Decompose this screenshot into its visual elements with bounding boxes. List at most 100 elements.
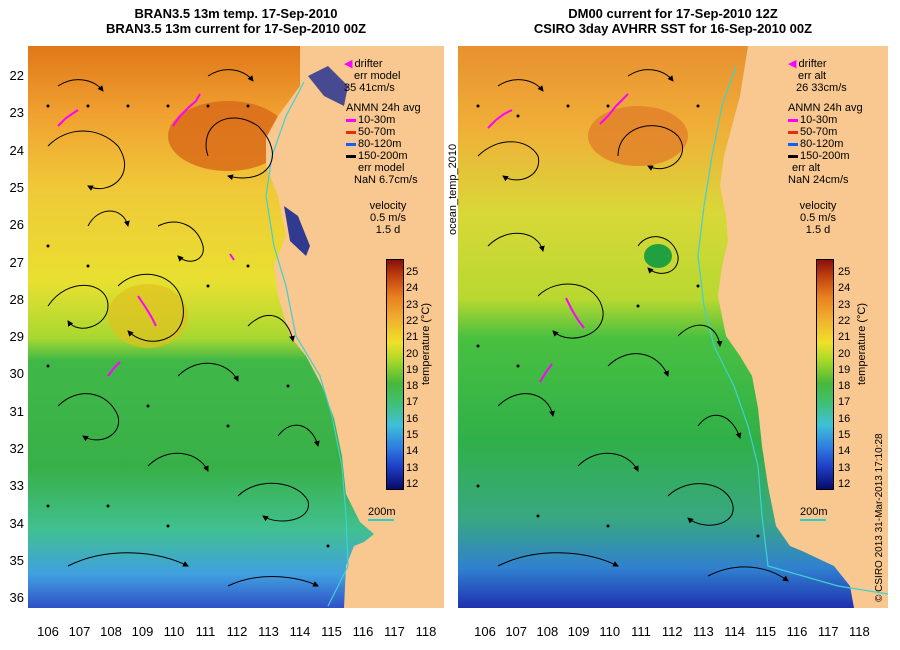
colorbar-tick: 22 bbox=[838, 314, 851, 327]
longitude-tick: 118 bbox=[415, 624, 437, 639]
colorbar-tick: 25 bbox=[838, 266, 851, 278]
left-map-canvas bbox=[28, 46, 444, 608]
scale-line bbox=[800, 519, 826, 521]
colorbar-tick: 17 bbox=[838, 396, 851, 409]
longitude-tick: 110 bbox=[599, 624, 621, 639]
warm-eddy bbox=[588, 106, 688, 166]
scale-label: 200m bbox=[800, 506, 828, 518]
err-label: err model bbox=[354, 70, 401, 82]
longitude-tick: 106 bbox=[474, 624, 496, 639]
colorbar-tick: 14 bbox=[838, 445, 851, 458]
colorbar-tick: 16 bbox=[406, 412, 419, 425]
gulf-water bbox=[308, 66, 348, 106]
colorbar-tick: 19 bbox=[406, 363, 419, 376]
velocity-arrow-grid bbox=[476, 104, 760, 538]
longitude-tick: 111 bbox=[631, 624, 651, 639]
latitude-tick: 31 bbox=[9, 403, 24, 419]
isobath-line bbox=[697, 65, 888, 595]
left-velocity-legend: velocity 0.5 m/s 1.5 d bbox=[358, 200, 418, 236]
longitude-tick: 107 bbox=[505, 624, 528, 639]
left-title-line1: BRAN3.5 13m temp. 17-Sep-2010 bbox=[134, 6, 338, 21]
anmn-err-label: err model bbox=[358, 162, 405, 174]
latitude-tick: 35 bbox=[9, 552, 24, 568]
colorbar-tick: 12 bbox=[838, 477, 851, 490]
anmn-swatch-0 bbox=[346, 118, 356, 122]
scale-label: 200m bbox=[368, 506, 396, 518]
anmn-swatch-2 bbox=[346, 142, 356, 146]
velocity-label: velocity bbox=[799, 200, 837, 212]
right-colorbar bbox=[816, 259, 834, 490]
latitude-tick: 30 bbox=[9, 366, 24, 382]
drifter-tracks bbox=[487, 93, 629, 383]
latitude-tick: 36 bbox=[9, 590, 24, 606]
colorbar-tick: 17 bbox=[406, 396, 419, 409]
left-anmn-legend: ANMN 24h avg 10-30m 50-70m 80-120m 150-2… bbox=[346, 102, 421, 186]
colorbar-tick: 19 bbox=[838, 363, 851, 376]
longitude-tick: 114 bbox=[289, 624, 311, 639]
velocity-arrow-grid bbox=[46, 104, 330, 548]
colorbar-tick: 20 bbox=[838, 347, 851, 360]
latitude-tick: 32 bbox=[9, 441, 24, 456]
anmn-swatch-1 bbox=[788, 130, 798, 134]
latitude-tick: 33 bbox=[9, 478, 24, 494]
longitude-tick: 118 bbox=[849, 624, 870, 639]
anmn-title: ANMN 24h avg bbox=[346, 102, 421, 114]
colorbar-tick: 24 bbox=[406, 282, 419, 295]
eddy-core bbox=[108, 284, 188, 348]
left-title-line2: BRAN3.5 13m current for 17-Sep-2010 00Z bbox=[105, 21, 367, 36]
anmn-title: ANMN 24h avg bbox=[788, 102, 863, 114]
drifter-label: drifter bbox=[798, 58, 827, 70]
velocity-days: 1.5 d bbox=[805, 224, 831, 236]
anmn-err-value: NaN 6.7cm/s bbox=[354, 174, 418, 186]
colorbar-tick: 25 bbox=[406, 266, 419, 278]
anmn-item: 80-120m bbox=[800, 138, 844, 150]
left-colorbar-label: temperature (°C) bbox=[420, 302, 432, 385]
right-panel-title: DM00 current for 17-Sep-2010 12Z CSIRO 3… bbox=[458, 6, 888, 36]
velocity-days: 1.5 d bbox=[375, 224, 401, 236]
longitude-tick: 109 bbox=[131, 624, 154, 639]
left-colorbar bbox=[386, 259, 404, 490]
colorbar-tick: 12 bbox=[406, 477, 419, 490]
anmn-item: 80-120m bbox=[358, 138, 402, 150]
colorbar-tick: 22 bbox=[406, 314, 419, 327]
bay-water bbox=[284, 206, 310, 256]
cold-eddy-core bbox=[644, 244, 672, 268]
longitude-tick: 116 bbox=[352, 624, 374, 639]
anmn-item: 10-30m bbox=[358, 114, 396, 126]
drifter-marker-icon: ◀ bbox=[788, 58, 797, 70]
latitude-tick: 23 bbox=[9, 105, 24, 121]
anmn-swatch-3 bbox=[346, 154, 356, 158]
longitude-tick: 106 bbox=[37, 624, 59, 639]
latitude-tick: 28 bbox=[9, 291, 24, 307]
anmn-item: 150-200m bbox=[800, 150, 850, 162]
longitude-tick: 110 bbox=[163, 624, 185, 639]
velocity-label: velocity bbox=[369, 200, 407, 212]
anmn-item: 10-30m bbox=[800, 114, 838, 126]
longitude-tick: 113 bbox=[258, 624, 279, 639]
colorbar-tick: 18 bbox=[406, 380, 419, 393]
longitude-tick: 109 bbox=[567, 624, 590, 639]
latitude-tick: 26 bbox=[9, 217, 24, 233]
anmn-swatch-1 bbox=[346, 130, 356, 134]
longitude-tick: 108 bbox=[100, 624, 122, 639]
latitude-tick: 29 bbox=[9, 329, 24, 345]
colorbar-tick: 24 bbox=[838, 282, 851, 295]
longitude-tick: 113 bbox=[693, 624, 714, 639]
colorbar-tick: 13 bbox=[838, 461, 851, 474]
anmn-swatch-2 bbox=[788, 142, 798, 146]
right-title-line1: DM00 current for 17-Sep-2010 12Z bbox=[568, 6, 778, 21]
colorbar-tick: 14 bbox=[406, 445, 419, 458]
colorbar-tick: 13 bbox=[406, 461, 419, 474]
anmn-item: 150-200m bbox=[358, 150, 408, 162]
side-label: ocean_temp_2010 bbox=[447, 143, 459, 235]
longitude-tick: 112 bbox=[661, 624, 683, 639]
latitude-tick: 34 bbox=[9, 515, 24, 531]
colorbar-tick: 23 bbox=[838, 298, 851, 311]
anmn-err-value: NaN 24cm/s bbox=[788, 174, 849, 186]
latitude-tick: 24 bbox=[9, 142, 24, 158]
colorbar-tick: 15 bbox=[406, 429, 419, 441]
err-label: err alt bbox=[798, 70, 827, 82]
longitude-tick: 108 bbox=[536, 624, 559, 639]
colorbar-tick: 20 bbox=[406, 347, 419, 360]
right-drifter-legend: ◀ drifter err alt 26 33cm/s bbox=[788, 58, 847, 94]
